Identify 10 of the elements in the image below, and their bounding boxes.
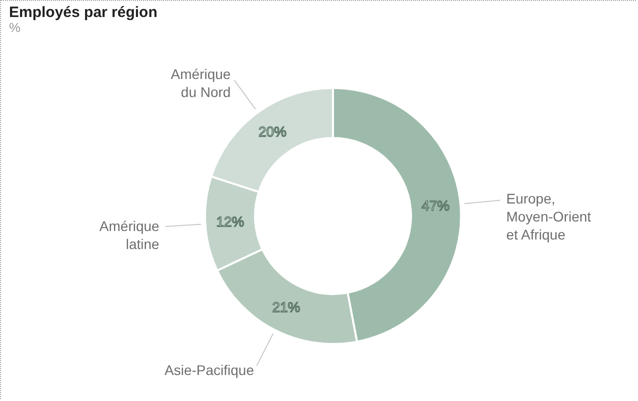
chart-subtitle: % <box>9 20 21 35</box>
data-label: 47% <box>422 197 450 214</box>
chart-title: Employés par région <box>9 4 158 21</box>
slice-label: Amérique du Nord <box>170 66 231 100</box>
data-label: 12% <box>216 213 244 230</box>
data-label: 20% <box>258 124 286 140</box>
slice-label: Amérique latine <box>99 218 160 252</box>
slice-label: Asie-Pacifique <box>164 362 254 378</box>
slice-label: Europe, Moyen-Orient et Afrique <box>506 190 592 243</box>
data-label: 21% <box>272 298 300 315</box>
